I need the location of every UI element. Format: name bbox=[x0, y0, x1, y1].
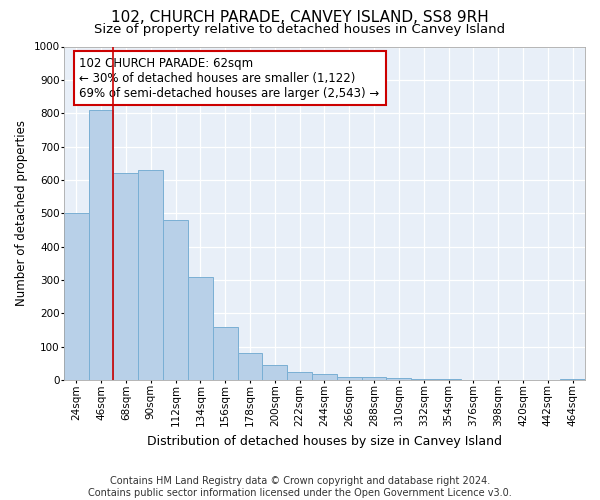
Text: Contains HM Land Registry data © Crown copyright and database right 2024.
Contai: Contains HM Land Registry data © Crown c… bbox=[88, 476, 512, 498]
Bar bbox=[386, 378, 411, 380]
Bar bbox=[113, 173, 138, 380]
Bar bbox=[138, 170, 163, 380]
Bar bbox=[411, 379, 436, 380]
Bar bbox=[262, 365, 287, 380]
Bar bbox=[213, 326, 238, 380]
Bar bbox=[312, 374, 337, 380]
Bar bbox=[188, 276, 213, 380]
Bar bbox=[436, 379, 461, 380]
Bar bbox=[560, 379, 585, 380]
Text: 102, CHURCH PARADE, CANVEY ISLAND, SS8 9RH: 102, CHURCH PARADE, CANVEY ISLAND, SS8 9… bbox=[111, 10, 489, 25]
Bar bbox=[163, 220, 188, 380]
Bar bbox=[362, 377, 386, 380]
X-axis label: Distribution of detached houses by size in Canvey Island: Distribution of detached houses by size … bbox=[147, 434, 502, 448]
Bar bbox=[89, 110, 113, 380]
Bar bbox=[287, 372, 312, 380]
Bar bbox=[64, 213, 89, 380]
Text: 102 CHURCH PARADE: 62sqm
← 30% of detached houses are smaller (1,122)
69% of sem: 102 CHURCH PARADE: 62sqm ← 30% of detach… bbox=[79, 56, 380, 100]
Bar bbox=[337, 376, 362, 380]
Y-axis label: Number of detached properties: Number of detached properties bbox=[15, 120, 28, 306]
Text: Size of property relative to detached houses in Canvey Island: Size of property relative to detached ho… bbox=[94, 22, 506, 36]
Bar bbox=[238, 353, 262, 380]
